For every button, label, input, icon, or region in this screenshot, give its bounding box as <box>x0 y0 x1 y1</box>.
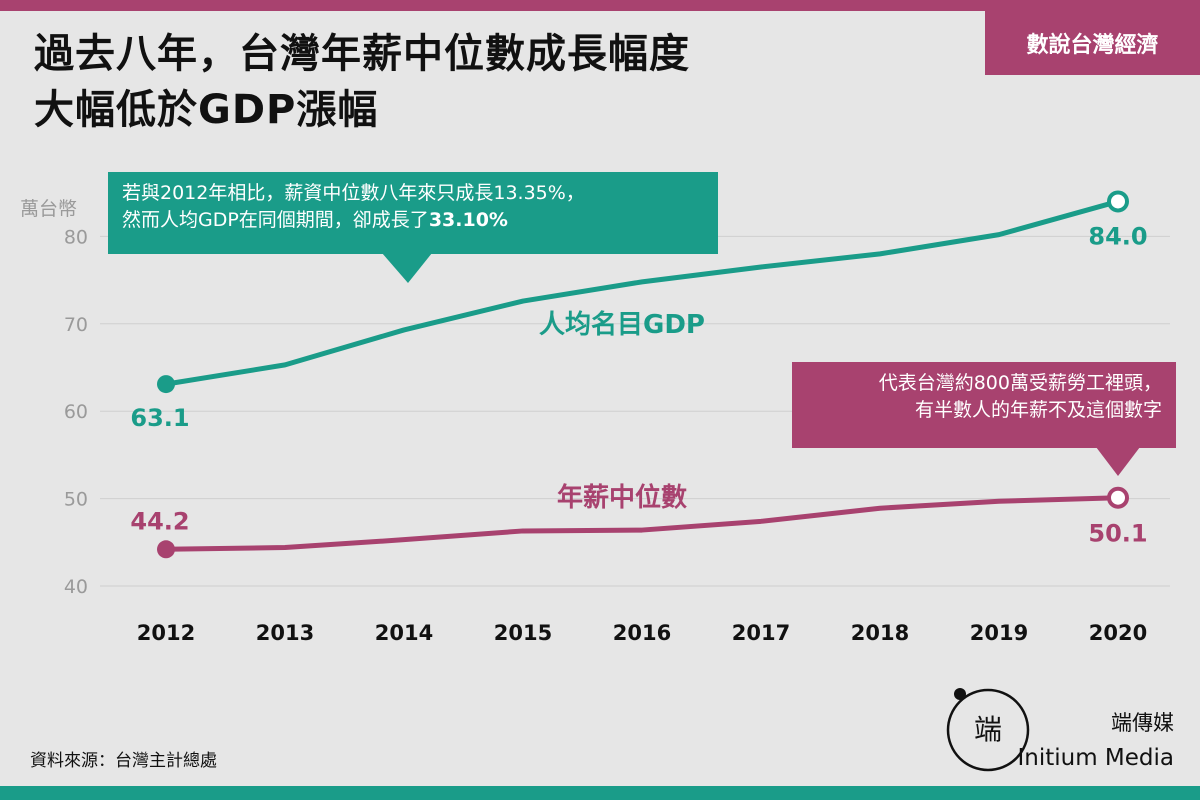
x-tick-labels: 2012 2013 2014 2015 2016 2017 2018 2019 2020 <box>137 621 1147 645</box>
x-tick-label: 2012 <box>137 621 195 645</box>
series-line-wage <box>163 495 1121 552</box>
x-tick-label: 2014 <box>375 621 433 645</box>
title-line-2: 大幅低於GDP漲幅 <box>34 87 379 133</box>
x-tick-label: 2016 <box>613 621 671 645</box>
gdp-end-value-label: 84.0 <box>1088 222 1147 250</box>
gdp-callout-line-1: 若與2012年相比，薪資中位數八年來只成長13.35%， <box>122 182 585 204</box>
x-tick-label: 2019 <box>970 621 1028 645</box>
wage-start-value-label: 44.2 <box>130 507 189 535</box>
gdp-callout-pointer <box>382 253 432 283</box>
gdp-series-label: 人均名目GDP <box>539 309 705 340</box>
bottom-accent-bar <box>0 786 1200 800</box>
gdp-callout-growth-value: 33.10% <box>428 209 508 231</box>
logo-glyph: 端 <box>974 713 1002 746</box>
gdp-start-value-label: 63.1 <box>130 404 189 432</box>
publisher-logo-text: 端傳媒 Initium Media <box>1017 708 1174 774</box>
wage-callout: 代表台灣約800萬受薪勞工裡頭， 有半數人的年薪不及這個數字 <box>792 362 1176 448</box>
x-tick-label: 2015 <box>494 621 552 645</box>
series-line-gdp <box>163 198 1121 387</box>
series-tag: 數說台灣經濟 <box>985 11 1200 75</box>
y-axis-unit-label: 萬台幣 <box>20 198 78 220</box>
y-tick-label: 60 <box>64 401 88 423</box>
wage-callout-pointer <box>1096 447 1140 476</box>
x-tick-label: 2013 <box>256 621 314 645</box>
gdp-end-point <box>1107 190 1129 213</box>
publisher-name-en: Initium Media <box>1017 745 1174 771</box>
wage-start-point <box>157 540 175 559</box>
wage-series-label: 年薪中位數 <box>557 482 687 513</box>
y-tick-labels: 40 50 60 70 80 <box>64 226 88 598</box>
y-tick-label: 70 <box>64 314 88 336</box>
x-tick-label: 2020 <box>1089 621 1147 645</box>
gdp-start-point <box>157 375 175 394</box>
page-title: 過去八年，台灣年薪中位數成長幅度 大幅低於GDP漲幅 <box>34 26 934 138</box>
x-tick-label: 2017 <box>732 621 790 645</box>
gdp-callout-line-2-text: 然而人均GDP在同個期間，卻成長了 <box>122 209 429 231</box>
wage-end-value-label: 50.1 <box>1088 520 1147 548</box>
gdp-callout: 若與2012年相比，薪資中位數八年來只成長13.35%， 然而人均GDP在同個期… <box>108 172 718 254</box>
publisher-name-cn: 端傳媒 <box>1111 711 1174 735</box>
y-tick-label: 50 <box>64 489 88 511</box>
initium-logo-mark: 端 <box>946 688 1030 772</box>
wage-callout-line-2: 有半數人的年薪不及這個數字 <box>914 399 1162 421</box>
top-accent-bar <box>0 0 1200 11</box>
wage-end-point <box>1107 486 1129 509</box>
y-tick-label: 40 <box>64 576 88 598</box>
title-line-1: 過去八年，台灣年薪中位數成長幅度 <box>34 31 690 77</box>
x-tick-label: 2018 <box>851 621 909 645</box>
gdp-callout-line-2: 然而人均GDP在同個期間，卻成長了33.10% <box>122 207 704 234</box>
y-tick-label: 80 <box>64 226 88 248</box>
wage-callout-line-1: 代表台灣約800萬受薪勞工裡頭， <box>878 372 1162 394</box>
data-source: 資料來源：台灣主計總處 <box>30 751 217 771</box>
